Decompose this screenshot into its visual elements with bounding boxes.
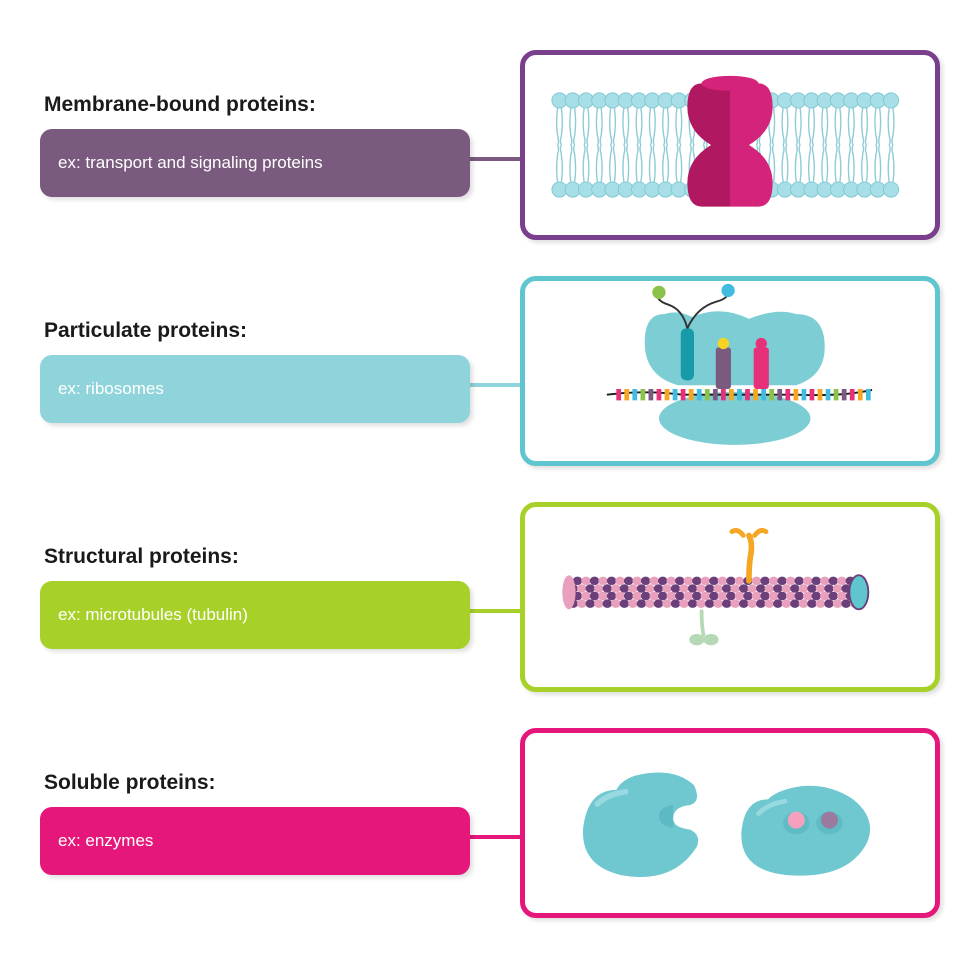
connector	[470, 157, 520, 161]
row-title: Structural proteins:	[40, 545, 470, 569]
connector	[470, 609, 520, 613]
left-panel: Particulate proteins: ex: ribosomes	[40, 319, 470, 423]
example-label: ex: transport and signaling proteins	[40, 129, 470, 197]
illustration-membrane	[520, 50, 940, 240]
protein-row-structural: Structural proteins: ex: microtubules (t…	[40, 502, 940, 692]
row-title: Membrane-bound proteins:	[40, 93, 470, 117]
example-label: ex: microtubules (tubulin)	[40, 581, 470, 649]
left-panel: Membrane-bound proteins: ex: transport a…	[40, 93, 470, 197]
protein-row-soluble: Soluble proteins: ex: enzymes	[40, 728, 940, 918]
left-panel: Structural proteins: ex: microtubules (t…	[40, 545, 470, 649]
row-title: Soluble proteins:	[40, 771, 470, 795]
protein-row-particulate: Particulate proteins: ex: ribosomes	[40, 276, 940, 466]
illustration-microtubule	[520, 502, 940, 692]
connector	[470, 835, 520, 839]
left-panel: Soluble proteins: ex: enzymes	[40, 771, 470, 875]
illustration-ribosome	[520, 276, 940, 466]
example-label: ex: ribosomes	[40, 355, 470, 423]
illustration-enzyme	[520, 728, 940, 918]
row-title: Particulate proteins:	[40, 319, 470, 343]
example-label: ex: enzymes	[40, 807, 470, 875]
connector	[470, 383, 520, 387]
protein-row-membrane: Membrane-bound proteins: ex: transport a…	[40, 50, 940, 240]
